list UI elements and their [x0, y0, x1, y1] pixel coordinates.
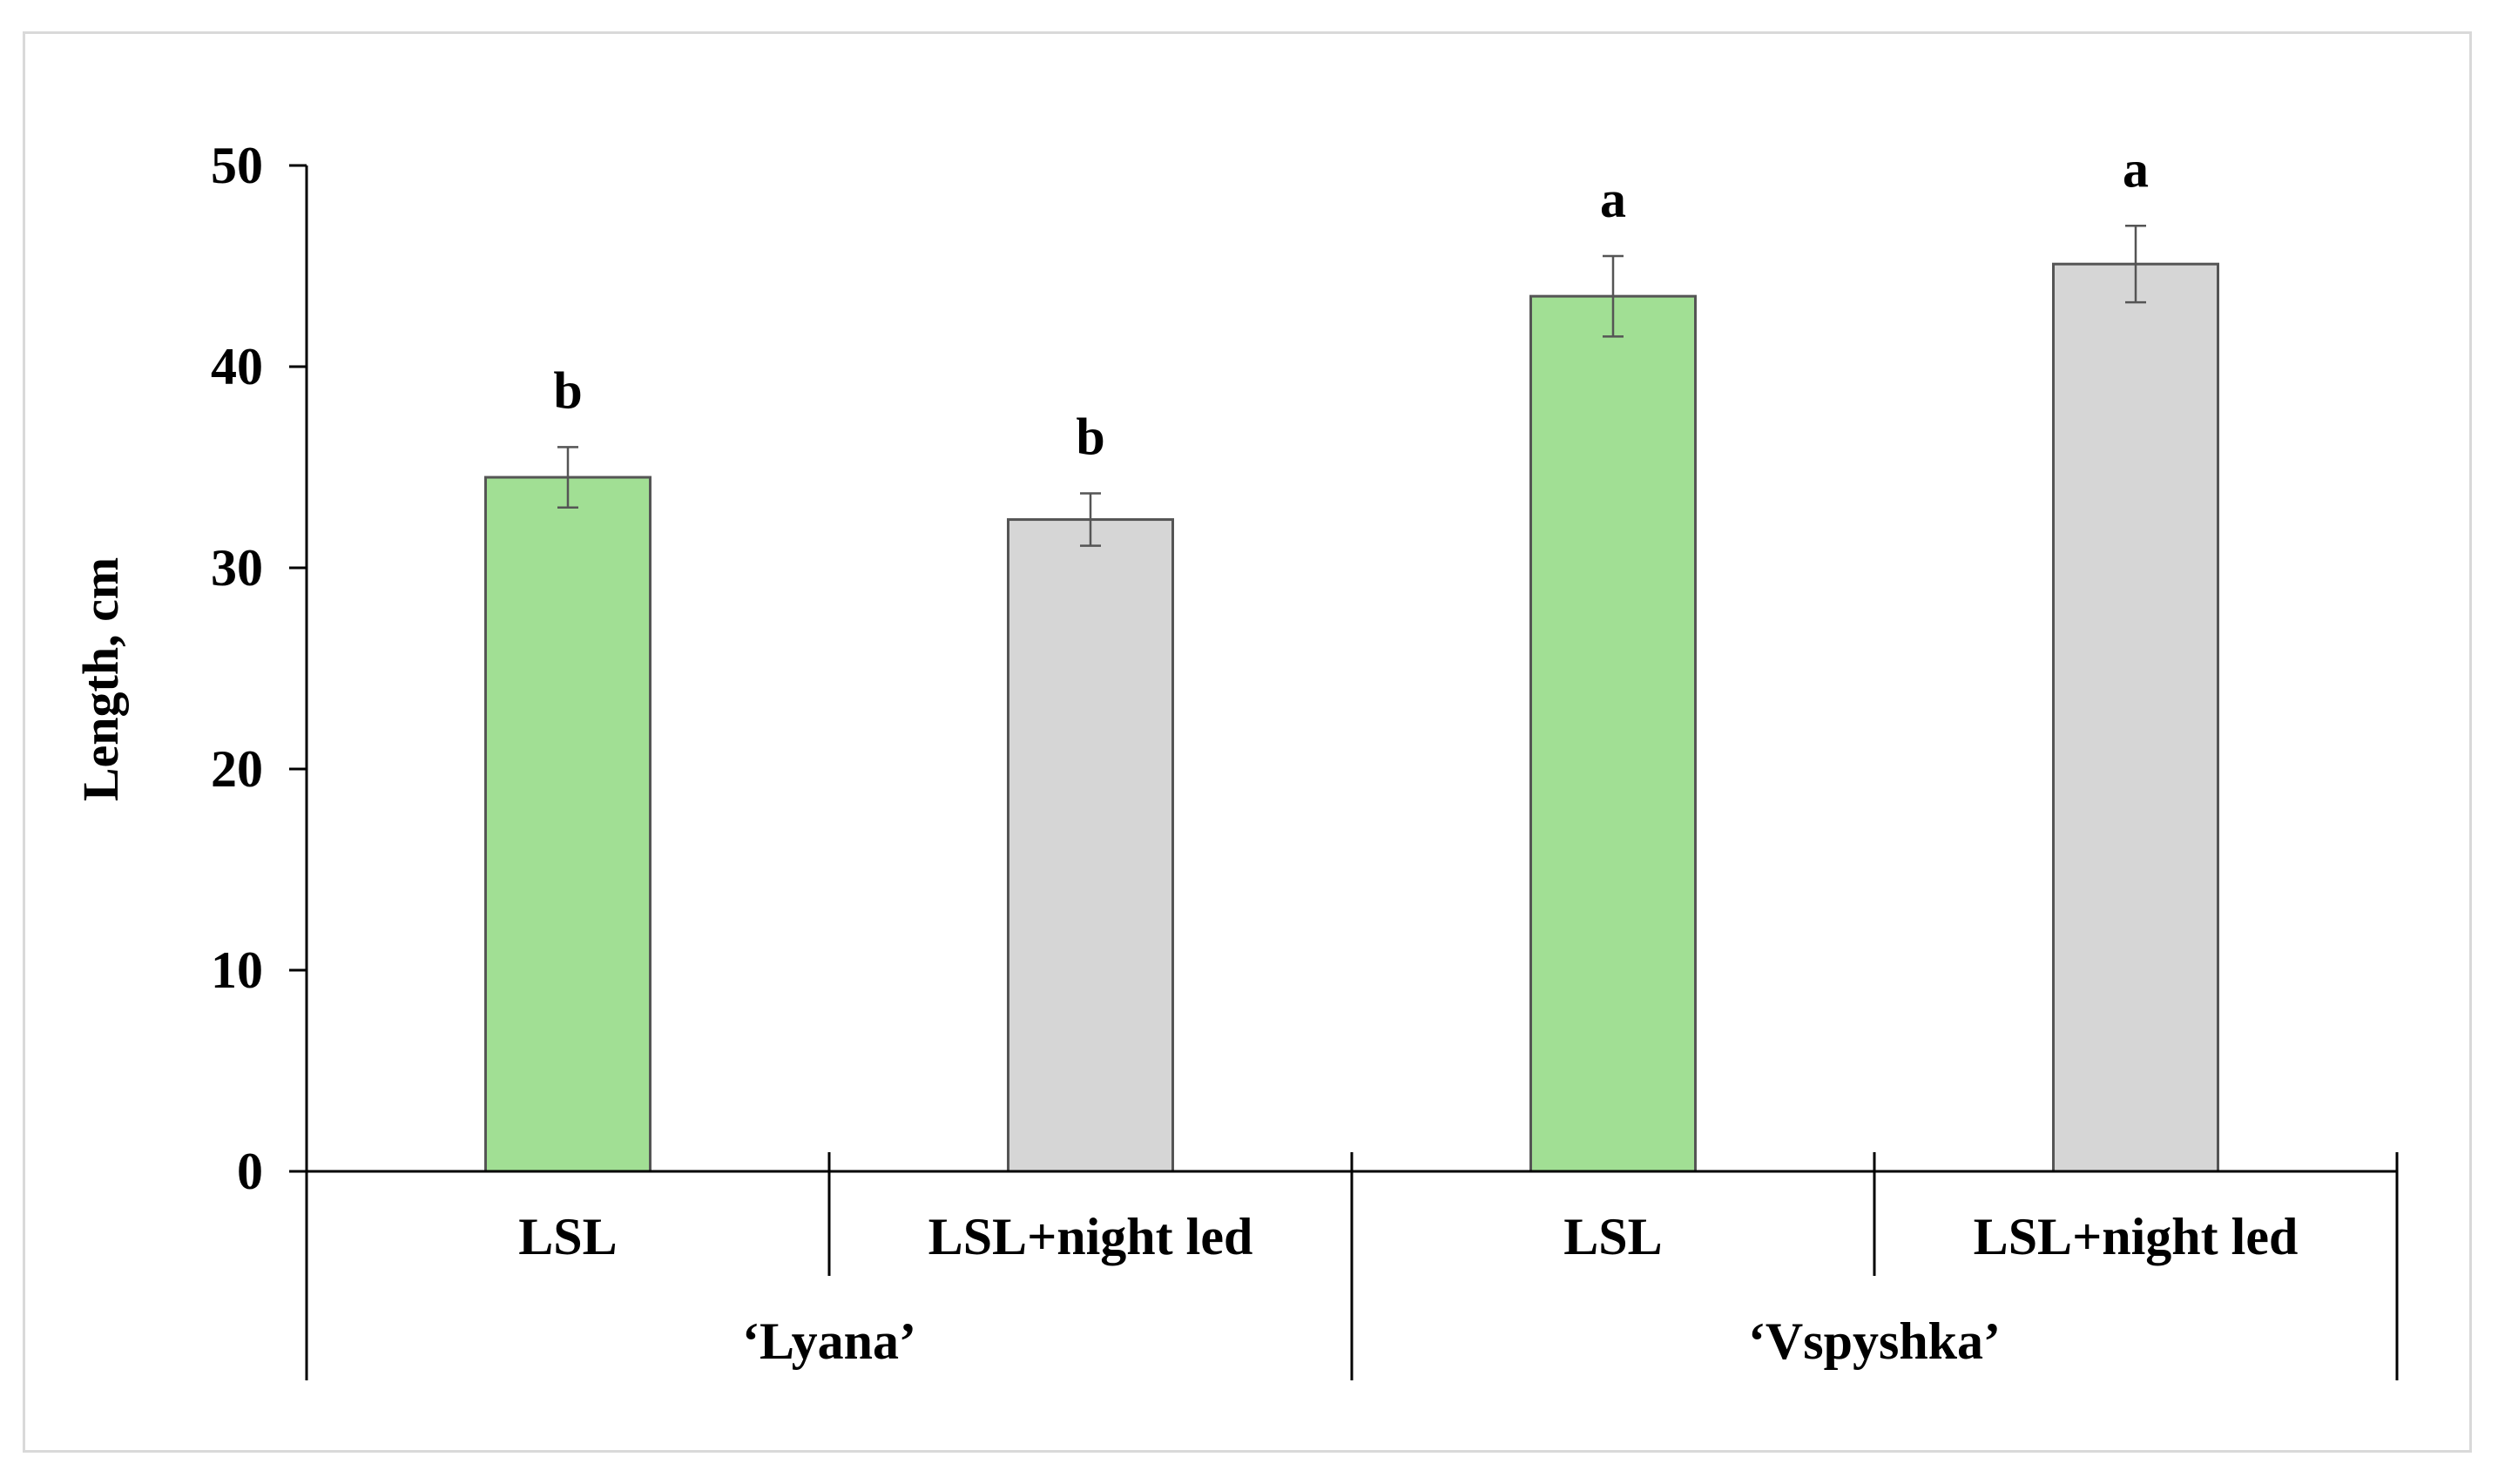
significance-label-0: b	[553, 361, 582, 419]
significance-label-3: a	[2123, 140, 2149, 198]
bar-2	[1529, 294, 1697, 1173]
y-tick-label-2: 20	[211, 740, 263, 798]
y-tick-label-0: 0	[237, 1143, 263, 1200]
significance-label-2: a	[1600, 171, 1626, 228]
group-label-1: ‘Vspyshka’	[1748, 1312, 2001, 1370]
significance-label-1: b	[1076, 408, 1104, 466]
category-label-3: LSL+night led	[1974, 1208, 2299, 1265]
x-axis: LSL LSL+night led LSL LSL+night led‘Lyana’ ‘…	[305, 1152, 2399, 1380]
y-tick-label-3: 30	[211, 539, 263, 597]
bars: b b a a	[484, 140, 2219, 1173]
bar-0	[484, 476, 652, 1173]
category-label-1: LSL+night led	[928, 1208, 1253, 1265]
bar-3	[2052, 262, 2219, 1173]
y-tick-label-5: 50	[211, 137, 263, 194]
y-axis: 0 10 20 30 40 50	[211, 137, 308, 1200]
y-axis-title: Length, cm	[72, 557, 129, 801]
group-label-0: ‘Lyana’	[742, 1312, 916, 1370]
bar-1	[1007, 518, 1174, 1173]
y-tick-label-1: 10	[211, 941, 263, 999]
category-label-0: LSL	[518, 1208, 617, 1265]
y-tick-label-4: 40	[211, 338, 263, 395]
category-label-2: LSL	[1563, 1208, 1662, 1265]
